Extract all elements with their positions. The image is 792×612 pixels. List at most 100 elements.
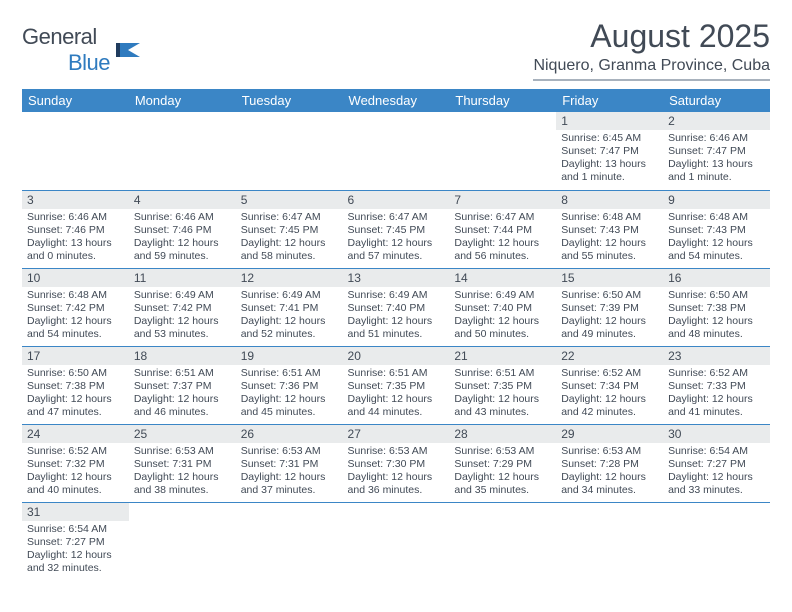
calendar-cell: [236, 502, 343, 580]
logo-text-blue: Blue: [68, 50, 110, 75]
day-details: Sunrise: 6:48 AMSunset: 7:42 PMDaylight:…: [22, 287, 129, 346]
day-number: 2: [663, 112, 770, 130]
daylight: Daylight: 12 hours and 53 minutes.: [134, 315, 231, 341]
day-number: 25: [129, 425, 236, 443]
day-number: 10: [22, 269, 129, 287]
day-details: Sunrise: 6:47 AMSunset: 7:45 PMDaylight:…: [343, 209, 450, 268]
calendar-cell: 10Sunrise: 6:48 AMSunset: 7:42 PMDayligh…: [22, 268, 129, 346]
calendar-cell: 20Sunrise: 6:51 AMSunset: 7:35 PMDayligh…: [343, 346, 450, 424]
calendar-cell: 14Sunrise: 6:49 AMSunset: 7:40 PMDayligh…: [449, 268, 556, 346]
sunrise: Sunrise: 6:47 AM: [348, 211, 445, 224]
daylight: Daylight: 13 hours and 1 minute.: [668, 158, 765, 184]
header: General Blue August 2025 Niquero, Granma…: [22, 18, 770, 81]
day-number: 21: [449, 347, 556, 365]
sunset: Sunset: 7:38 PM: [27, 380, 124, 393]
logo-text-general: General: [22, 24, 97, 49]
calendar-table: Sunday Monday Tuesday Wednesday Thursday…: [22, 89, 770, 580]
sunset: Sunset: 7:33 PM: [668, 380, 765, 393]
daylight: Daylight: 13 hours and 1 minute.: [561, 158, 658, 184]
sunrise: Sunrise: 6:53 AM: [241, 445, 338, 458]
calendar-cell: 21Sunrise: 6:51 AMSunset: 7:35 PMDayligh…: [449, 346, 556, 424]
day-number: 29: [556, 425, 663, 443]
title-block: August 2025 Niquero, Granma Province, Cu…: [533, 18, 770, 81]
calendar-row: 1Sunrise: 6:45 AMSunset: 7:47 PMDaylight…: [22, 112, 770, 190]
day-number: 9: [663, 191, 770, 209]
day-details: Sunrise: 6:54 AMSunset: 7:27 PMDaylight:…: [663, 443, 770, 502]
calendar-row: 10Sunrise: 6:48 AMSunset: 7:42 PMDayligh…: [22, 268, 770, 346]
calendar-cell: 31Sunrise: 6:54 AMSunset: 7:27 PMDayligh…: [22, 502, 129, 580]
sunset: Sunset: 7:43 PM: [668, 224, 765, 237]
day-number: 24: [22, 425, 129, 443]
day-details: Sunrise: 6:51 AMSunset: 7:35 PMDaylight:…: [449, 365, 556, 424]
daylight: Daylight: 12 hours and 43 minutes.: [454, 393, 551, 419]
calendar-cell: 18Sunrise: 6:51 AMSunset: 7:37 PMDayligh…: [129, 346, 236, 424]
calendar-cell: [449, 502, 556, 580]
sunset: Sunset: 7:27 PM: [668, 458, 765, 471]
daylight: Daylight: 12 hours and 51 minutes.: [348, 315, 445, 341]
daylight: Daylight: 12 hours and 59 minutes.: [134, 237, 231, 263]
daylight: Daylight: 12 hours and 36 minutes.: [348, 471, 445, 497]
day-number: 17: [22, 347, 129, 365]
sunrise: Sunrise: 6:50 AM: [561, 289, 658, 302]
day-number: 12: [236, 269, 343, 287]
sunset: Sunset: 7:45 PM: [241, 224, 338, 237]
calendar-cell: 2Sunrise: 6:46 AMSunset: 7:47 PMDaylight…: [663, 112, 770, 190]
sunrise: Sunrise: 6:50 AM: [27, 367, 124, 380]
calendar-cell: 5Sunrise: 6:47 AMSunset: 7:45 PMDaylight…: [236, 190, 343, 268]
day-details: Sunrise: 6:53 AMSunset: 7:31 PMDaylight:…: [129, 443, 236, 502]
calendar-row: 3Sunrise: 6:46 AMSunset: 7:46 PMDaylight…: [22, 190, 770, 268]
daylight: Daylight: 12 hours and 42 minutes.: [561, 393, 658, 419]
daylight: Daylight: 12 hours and 52 minutes.: [241, 315, 338, 341]
day-number: 6: [343, 191, 450, 209]
sunset: Sunset: 7:36 PM: [241, 380, 338, 393]
sunset: Sunset: 7:31 PM: [241, 458, 338, 471]
day-number: 28: [449, 425, 556, 443]
calendar-cell: 13Sunrise: 6:49 AMSunset: 7:40 PMDayligh…: [343, 268, 450, 346]
sunrise: Sunrise: 6:45 AM: [561, 132, 658, 145]
day-number: 14: [449, 269, 556, 287]
calendar-cell: [343, 502, 450, 580]
calendar-cell: [556, 502, 663, 580]
daylight: Daylight: 12 hours and 37 minutes.: [241, 471, 338, 497]
calendar-cell: 25Sunrise: 6:53 AMSunset: 7:31 PMDayligh…: [129, 424, 236, 502]
calendar-cell: [236, 112, 343, 190]
daylight: Daylight: 12 hours and 57 minutes.: [348, 237, 445, 263]
sunset: Sunset: 7:46 PM: [134, 224, 231, 237]
sunset: Sunset: 7:38 PM: [668, 302, 765, 315]
calendar-cell: [22, 112, 129, 190]
sunrise: Sunrise: 6:49 AM: [241, 289, 338, 302]
daylight: Daylight: 12 hours and 40 minutes.: [27, 471, 124, 497]
weekday-header: Tuesday: [236, 89, 343, 112]
calendar-row: 24Sunrise: 6:52 AMSunset: 7:32 PMDayligh…: [22, 424, 770, 502]
day-number: 13: [343, 269, 450, 287]
calendar-cell: 24Sunrise: 6:52 AMSunset: 7:32 PMDayligh…: [22, 424, 129, 502]
calendar-cell: [449, 112, 556, 190]
daylight: Daylight: 12 hours and 50 minutes.: [454, 315, 551, 341]
day-number: 11: [129, 269, 236, 287]
sunset: Sunset: 7:34 PM: [561, 380, 658, 393]
sunset: Sunset: 7:46 PM: [27, 224, 124, 237]
daylight: Daylight: 12 hours and 47 minutes.: [27, 393, 124, 419]
calendar-cell: 16Sunrise: 6:50 AMSunset: 7:38 PMDayligh…: [663, 268, 770, 346]
calendar-cell: 29Sunrise: 6:53 AMSunset: 7:28 PMDayligh…: [556, 424, 663, 502]
sunset: Sunset: 7:27 PM: [27, 536, 124, 549]
day-details: Sunrise: 6:46 AMSunset: 7:46 PMDaylight:…: [129, 209, 236, 268]
sunrise: Sunrise: 6:49 AM: [454, 289, 551, 302]
day-details: Sunrise: 6:45 AMSunset: 7:47 PMDaylight:…: [556, 130, 663, 189]
sunset: Sunset: 7:45 PM: [348, 224, 445, 237]
sunset: Sunset: 7:30 PM: [348, 458, 445, 471]
daylight: Daylight: 12 hours and 35 minutes.: [454, 471, 551, 497]
daylight: Daylight: 12 hours and 34 minutes.: [561, 471, 658, 497]
calendar-cell: 19Sunrise: 6:51 AMSunset: 7:36 PMDayligh…: [236, 346, 343, 424]
sunrise: Sunrise: 6:52 AM: [668, 367, 765, 380]
calendar-cell: 7Sunrise: 6:47 AMSunset: 7:44 PMDaylight…: [449, 190, 556, 268]
calendar-cell: [663, 502, 770, 580]
day-details: Sunrise: 6:53 AMSunset: 7:29 PMDaylight:…: [449, 443, 556, 502]
sunrise: Sunrise: 6:53 AM: [454, 445, 551, 458]
daylight: Daylight: 12 hours and 49 minutes.: [561, 315, 658, 341]
day-details: Sunrise: 6:50 AMSunset: 7:38 PMDaylight:…: [22, 365, 129, 424]
sunrise: Sunrise: 6:47 AM: [454, 211, 551, 224]
day-details: Sunrise: 6:49 AMSunset: 7:42 PMDaylight:…: [129, 287, 236, 346]
sunset: Sunset: 7:47 PM: [561, 145, 658, 158]
day-details: Sunrise: 6:52 AMSunset: 7:33 PMDaylight:…: [663, 365, 770, 424]
